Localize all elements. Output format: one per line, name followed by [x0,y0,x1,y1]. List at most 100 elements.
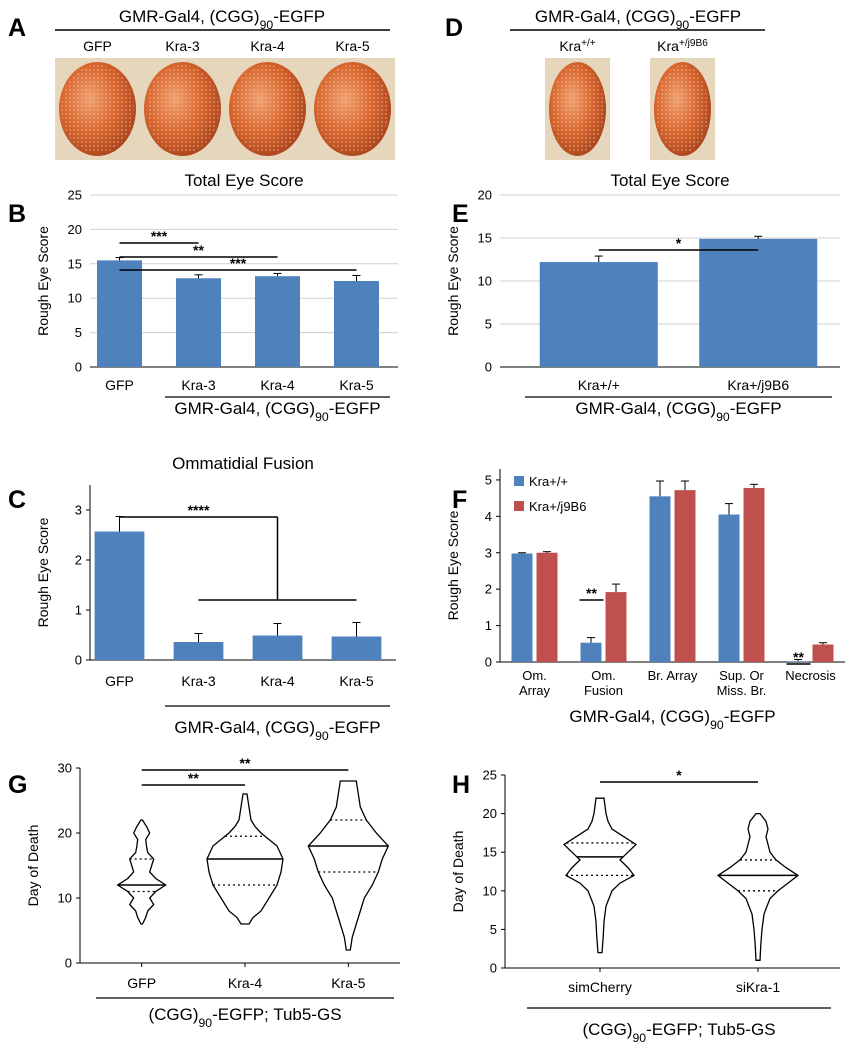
significance-label: ** [193,242,204,258]
y-tick-label: 15 [68,256,82,271]
y-tick-label: 5 [490,922,497,937]
text-part: -EGFP; Tub5-GS [646,1020,775,1039]
text-part: -EGFP [730,399,782,418]
text-part: -EGFP [724,707,776,726]
eye-facets [231,65,304,153]
x-tick-label: Kra+/j9B6 [727,377,789,393]
significance-label: ** [793,649,804,665]
group-label: GMR-Gal4, (CGG)90-EGFP [174,399,380,424]
violin [116,819,167,925]
eye-facets [551,65,604,153]
eye-facets [316,65,389,153]
eye-facets [146,65,219,153]
x-tick-label: Kra-4 [260,377,294,393]
bar [649,496,671,662]
y-tick-label: 1 [75,603,82,618]
bar [699,238,818,367]
text-part: -EGFP; Tub5-GS [212,1005,341,1024]
panel-letter: D [445,14,463,42]
chart-title: Ommatidial Fusion [172,454,314,473]
y-tick-label: 0 [75,653,82,668]
chart-title: Total Eye Score [610,171,729,190]
x-tick-label: GFP [127,975,156,991]
panel-title: GMR-Gal4, (CGG)90-EGFP [535,7,741,32]
x-axis-label: GMR-Gal4, (CGG)90-EGFP [569,707,775,732]
y-tick-label: 10 [478,274,492,289]
bar [536,552,558,662]
significance-label: ** [188,770,199,786]
bar [511,553,533,662]
x-tick-label: Om. Array [519,668,551,698]
bar [254,276,301,367]
text-part: GMR-Gal4, (CGG) [569,707,710,726]
legend-swatch [514,476,524,486]
text-part: Miss. Br. [717,683,767,698]
x-tick-label: GFP [105,673,134,689]
bar [173,642,224,660]
significance-label: ** [240,755,251,771]
text-part: 90 [633,1031,647,1045]
y-axis-label: Day of Death [25,825,41,907]
x-tick-label: Br. Array [648,668,698,683]
panel-title: GMR-Gal4, (CGG)90-EGFP [119,7,325,32]
y-tick-label: 5 [75,325,82,340]
legend-label: Kra+/j9B6 [529,499,586,514]
text-part: 90 [676,18,690,32]
photo-label: Kra-5 [335,38,369,54]
panel-letter: B [8,200,26,228]
text-part: Array [519,683,551,698]
y-tick-label: 10 [58,891,72,906]
bar [743,487,765,662]
significance-label: * [676,767,682,783]
group-label: GMR-Gal4, (CGG)90-EGFP [174,718,380,743]
text-part: (CGG) [148,1005,198,1024]
significance-label: ** [586,585,597,601]
violin [307,780,390,951]
photo-label: Kra+/j9B6 [657,38,708,55]
text-part: Necrosis [785,668,836,683]
x-tick-label: Kra-5 [339,673,373,689]
text-part: 90 [315,729,329,743]
text-part: -EGFP [689,7,741,26]
text-part: -EGFP [273,7,325,26]
y-tick-label: 0 [65,956,72,971]
y-tick-label: 25 [68,188,82,203]
x-tick-label: Kra+/+ [578,377,620,393]
x-tick-label: Kra-5 [339,377,373,393]
text-part: (CGG) [582,1020,632,1039]
y-axis-label: Rough Eye Score [445,226,461,336]
bar [96,260,143,367]
y-tick-label: 2 [75,553,82,568]
eye-facets [656,65,709,153]
y-tick-label: 20 [478,188,492,203]
photo-label: Kra+/+ [559,38,595,55]
text-part: +/+ [581,38,596,49]
bar [331,636,382,660]
panel-letter: G [8,771,27,799]
y-axis-label: Rough Eye Score [35,226,51,336]
text-part: GMR-Gal4, (CGG) [174,399,315,418]
photo-label: Kra-4 [250,38,284,54]
violin [562,797,638,954]
text-part: GMR-Gal4, (CGG) [535,7,676,26]
text-part: 90 [710,718,724,732]
bar [333,281,380,367]
text-part: Br. Array [648,668,698,683]
y-tick-label: 10 [68,291,82,306]
x-tick-label: Necrosis [785,668,836,683]
legend-swatch [514,501,524,511]
legend-label: Kra+/+ [529,474,568,489]
y-tick-label: 25 [483,768,497,783]
x-tick-label: Om. Fusion [584,668,623,698]
panel-letter: F [452,486,467,514]
y-tick-label: 15 [478,231,492,246]
y-tick-label: 3 [75,503,82,518]
y-tick-label: 10 [483,883,497,898]
bar [580,642,602,662]
text-part: 90 [716,410,730,424]
text-part: GMR-Gal4, (CGG) [575,399,716,418]
group-label: (CGG)90-EGFP; Tub5-GS [148,1005,341,1030]
y-tick-label: 0 [485,360,492,375]
